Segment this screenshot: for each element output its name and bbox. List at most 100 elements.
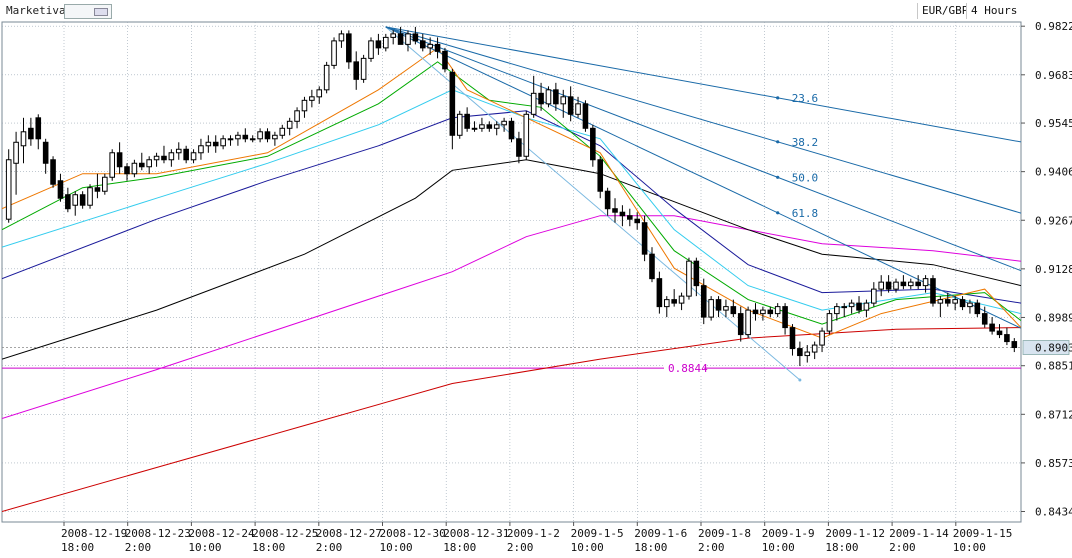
candle-body (804, 351, 811, 357)
bear-candle (35, 114, 42, 150)
bull-candle (257, 128, 263, 143)
bull-candle (272, 131, 278, 146)
bear-candle (797, 341, 803, 367)
bear-candle (604, 187, 611, 216)
candle-body (272, 134, 278, 140)
bear-candle (242, 128, 249, 143)
bull-candle (286, 117, 293, 136)
bull-candle (841, 303, 848, 318)
candle-body (375, 40, 382, 49)
candle-body (516, 138, 522, 157)
x-tick-date: 2008-12-19 (61, 527, 127, 540)
candle-body (922, 278, 929, 287)
candle-body (353, 61, 360, 80)
bull-candle (834, 303, 840, 321)
x-tick-time: 18:00 (443, 541, 476, 554)
x-tick-time: 2:00 (889, 541, 916, 554)
bear-candle (161, 145, 167, 164)
bull-candle (471, 121, 478, 132)
candle-body (856, 302, 862, 311)
bull-candle (937, 296, 944, 318)
bear-candle (641, 215, 648, 262)
candle-body (249, 138, 256, 141)
x-tick-time: 18:00 (61, 541, 94, 554)
ma-magenta-line (2, 215, 1021, 419)
candle-body (286, 120, 293, 129)
bear-candle (346, 30, 352, 69)
bull-candle (804, 345, 811, 363)
candle-body (50, 159, 56, 185)
candle-body (678, 295, 685, 304)
bull-candle (227, 135, 234, 146)
bull-candle (967, 299, 973, 314)
candle-body (109, 152, 116, 178)
bull-candle (871, 282, 877, 307)
candle-body (767, 309, 774, 315)
bull-candle (109, 149, 116, 181)
candle-body (87, 187, 93, 206)
y-tick-label: 0.9683 (1035, 69, 1072, 82)
candle-body (745, 309, 751, 336)
bear-candle (944, 292, 951, 307)
ma-black-line (2, 159, 1021, 360)
ma-red-line (2, 327, 1021, 512)
bull-candle (922, 275, 929, 293)
candle-body (456, 113, 463, 136)
candle-body (383, 36, 389, 49)
bear-candle (900, 275, 907, 290)
candle-body (952, 299, 958, 304)
bear-candle (767, 306, 774, 318)
candle-body (508, 120, 515, 140)
y-tick-label: 0.9406 (1035, 166, 1072, 179)
candle-body (212, 141, 219, 147)
bear-candle (50, 156, 56, 188)
candle-body (161, 155, 167, 161)
candle-body (530, 92, 537, 115)
chart-menu-button[interactable] (64, 4, 112, 19)
bear-candle (693, 257, 700, 297)
candle-body (471, 127, 478, 130)
candle-body (1004, 334, 1010, 343)
candle-body (878, 281, 885, 290)
candle-body (656, 278, 663, 308)
candle-body (907, 281, 914, 287)
candle-body (183, 148, 189, 161)
candle-body (397, 33, 404, 45)
bull-candle (87, 184, 93, 209)
candle-body (974, 302, 981, 315)
fan-line (385, 26, 1021, 214)
bull-candle (168, 149, 175, 167)
bull-candle (309, 89, 315, 108)
fan-marker (776, 96, 780, 100)
bull-candle (190, 149, 197, 164)
fan-label: 23.6 (792, 92, 819, 105)
x-tick-date: 2008-12-24 (188, 527, 255, 540)
candle-body (168, 152, 175, 161)
plot-area (1, 21, 1022, 523)
x-tick-time: 10:00 (953, 541, 986, 554)
bull-candle (678, 292, 685, 311)
x-tick-time: 10:00 (571, 541, 604, 554)
fan-marker (776, 175, 780, 179)
bull-candle (279, 124, 286, 139)
candle-body (235, 134, 241, 140)
candle-body (612, 208, 618, 213)
candle-body (826, 313, 833, 332)
bull-candle (427, 37, 433, 55)
bull-candle (131, 159, 138, 178)
candle-body (996, 330, 1003, 336)
bear-candle (508, 117, 515, 143)
bear-candle (449, 68, 456, 150)
bull-candle (878, 275, 885, 297)
bear-candle (353, 51, 360, 90)
bear-candle (612, 198, 618, 223)
bear-candle (582, 100, 589, 132)
bear-candle (28, 117, 34, 146)
bull-candle (316, 86, 323, 104)
bull-candle (323, 61, 330, 94)
candle-body (774, 306, 781, 315)
bear-candle (752, 303, 759, 321)
timeframe-label: 4 Hours (966, 3, 1022, 19)
candle-body (538, 92, 544, 105)
